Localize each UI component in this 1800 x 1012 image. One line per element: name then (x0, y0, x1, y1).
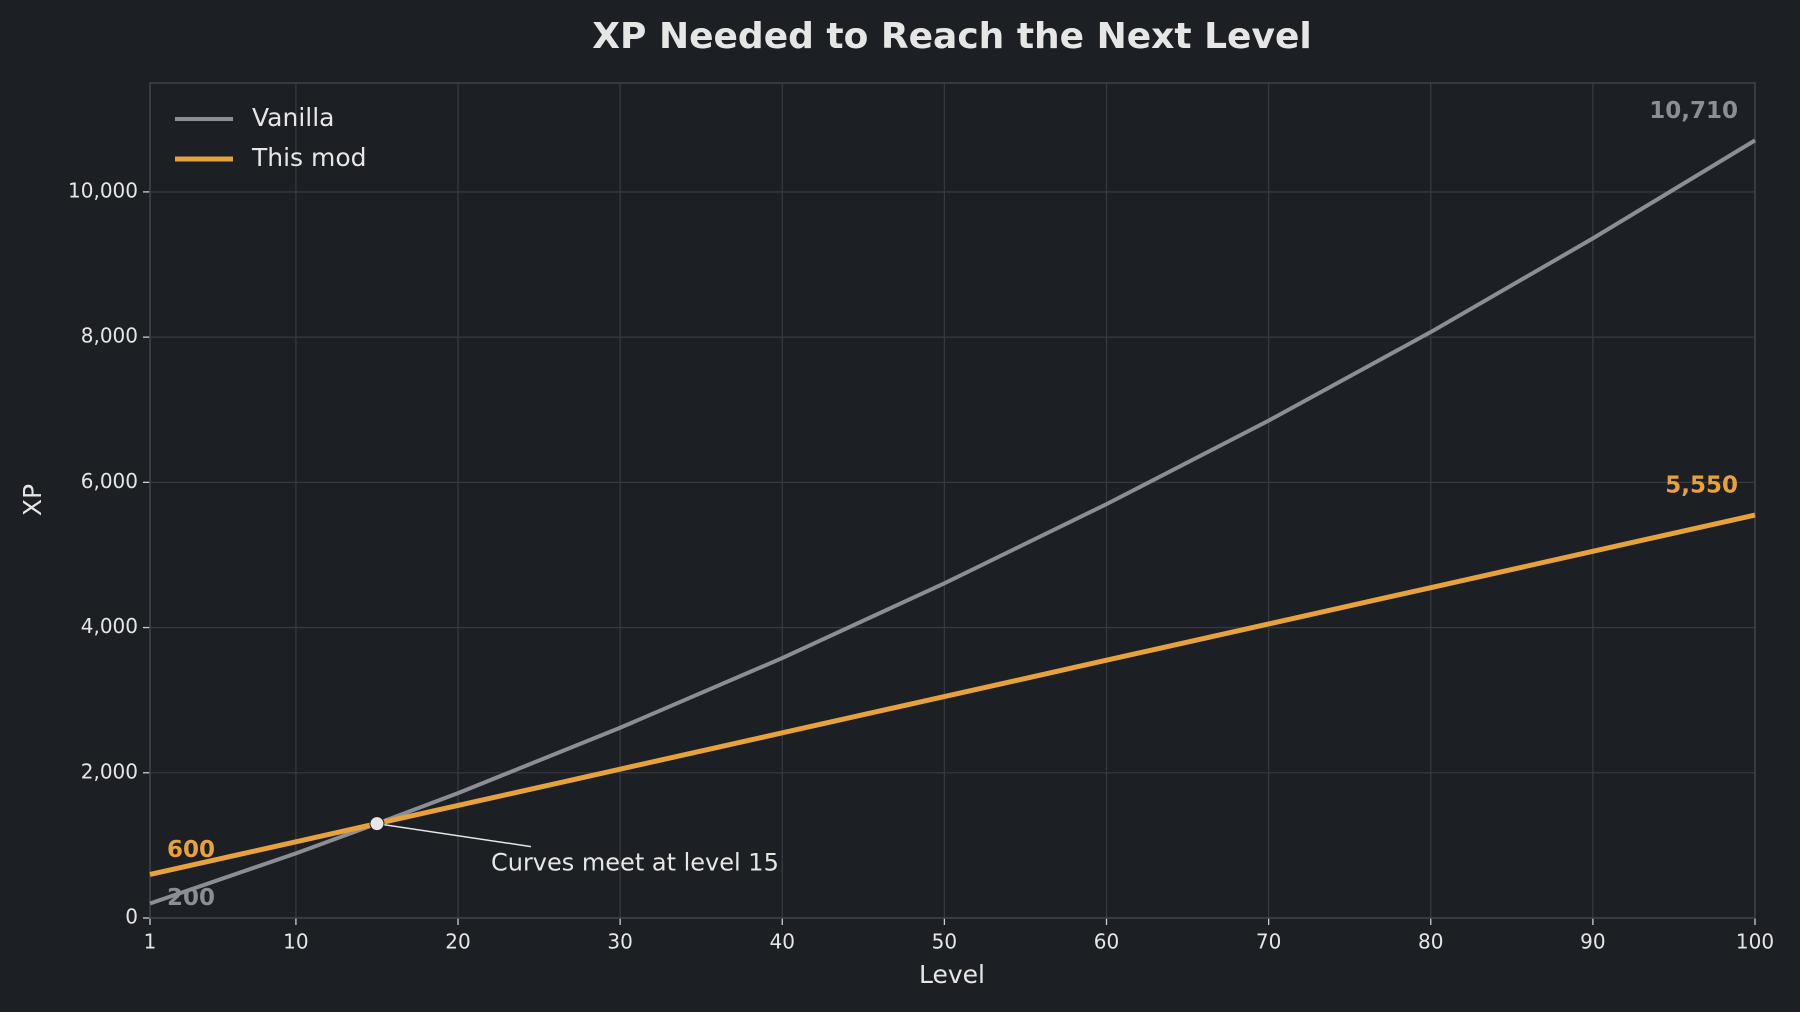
x-tick-label: 80 (1418, 930, 1443, 954)
value-label: 200 (167, 885, 215, 911)
y-tick-label: 2,000 (81, 759, 138, 783)
intersection-point (369, 816, 385, 832)
x-tick-label: 1 (144, 930, 157, 954)
x-tick-label: 70 (1256, 930, 1281, 954)
annotation-arrow (376, 822, 532, 848)
y-tick-label: 6,000 (81, 469, 138, 493)
x-tick-label: 10 (283, 930, 308, 954)
value-label: 600 (167, 837, 215, 863)
y-tick-label: 0 (125, 905, 138, 929)
value-label: 5,550 (1665, 473, 1738, 499)
annotation: Curves meet at level 15 (491, 849, 779, 877)
x-tick-label: 20 (445, 930, 470, 954)
x-tick-label: 90 (1580, 930, 1605, 954)
x-tick-label: 60 (1094, 930, 1119, 954)
data-line (149, 138, 1757, 906)
legend-label: Vanilla (252, 103, 334, 132)
x-tick-label: 30 (607, 930, 632, 954)
x-axis-label: Level (919, 960, 985, 989)
x-tick-label: 40 (770, 930, 795, 954)
plot-frame (149, 82, 1756, 919)
data-line (149, 512, 1756, 877)
y-tick-label: 8,000 (81, 324, 138, 348)
y-tick-label: 10,000 (68, 178, 138, 202)
x-tick-label: 100 (1736, 930, 1774, 954)
value-label: 10,710 (1649, 98, 1738, 124)
x-tick-label: 50 (932, 930, 957, 954)
legend-label: This mod (251, 143, 367, 172)
y-tick-label: 4,000 (81, 614, 138, 638)
y-axis-label: XP (18, 484, 47, 516)
chart-title: XP Needed to Reach the Next Level (592, 16, 1311, 57)
